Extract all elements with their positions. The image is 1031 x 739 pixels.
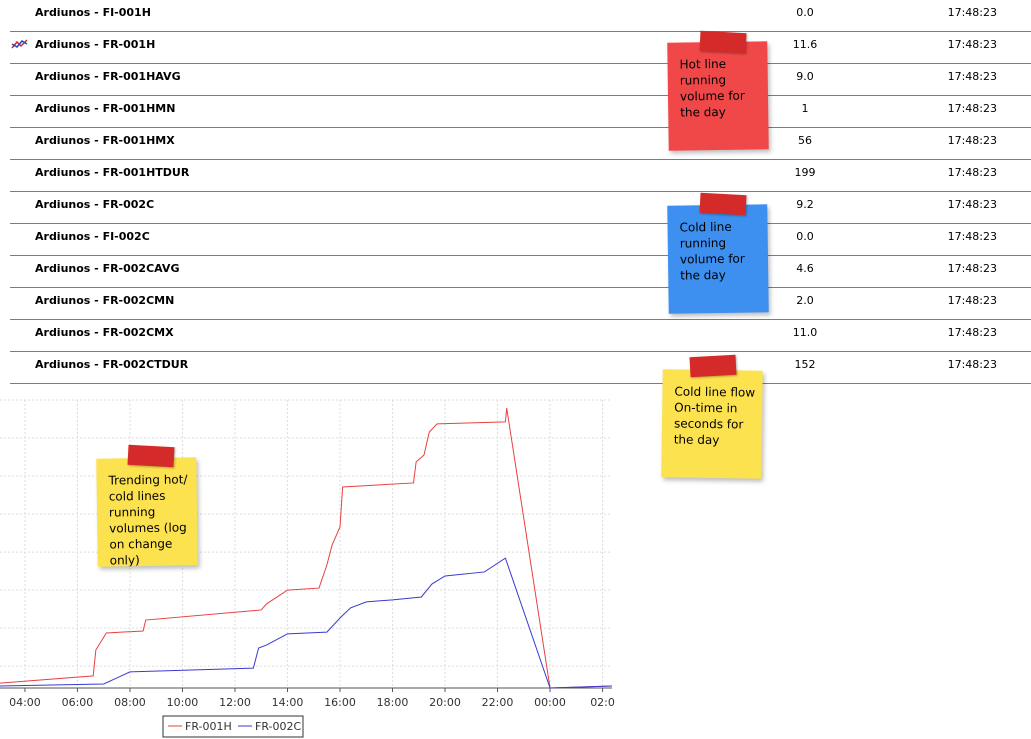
timestamp: 17:48:23 — [947, 230, 997, 243]
tag-name: Ardiunos - FR-001HTDUR — [35, 166, 190, 179]
timestamp: 17:48:23 — [947, 198, 997, 211]
trend-icon — [11, 39, 28, 49]
x-tick-label: 06:00 — [62, 696, 94, 709]
timestamp: 17:48:23 — [947, 358, 997, 371]
tag-value: 199 — [794, 166, 816, 179]
table-row: Ardiunos - FR-002C 9.2 17:48:23 — [10, 192, 1031, 224]
tag-name: Ardiunos - FR-002C — [35, 198, 155, 211]
timestamp: 17:48:23 — [947, 102, 997, 115]
x-tick-label: 20:00 — [429, 696, 461, 709]
tag-name: Ardiunos - FR-002CTDUR — [35, 358, 189, 371]
x-tick-label: 10:00 — [167, 696, 199, 709]
note-tape — [699, 192, 747, 216]
timestamp: 17:48:23 — [947, 134, 997, 147]
tag-value: 9.2 — [796, 198, 814, 211]
tag-value: 4.6 — [796, 262, 814, 275]
tag-value: 152 — [794, 358, 816, 371]
tag-name: Ardiunos - FR-002CMN — [35, 294, 175, 307]
tag-value: 9.0 — [796, 70, 814, 83]
tag-value: 56 — [798, 134, 812, 147]
icon-line — [11, 40, 28, 48]
x-tick-label: 18:00 — [377, 696, 409, 709]
sticky-note: Trending hot/ cold lines running volumes… — [96, 457, 198, 567]
series-line — [0, 557, 613, 689]
tag-value: 0.0 — [796, 6, 814, 19]
tag-name: Ardiunos - FR-002CMX — [35, 326, 174, 339]
table-row: Ardiunos - FR-002CMX 11.0 17:48:23 — [10, 320, 1031, 352]
tag-value: 2.0 — [796, 294, 814, 307]
table-row: Ardiunos - FI-002C 0.0 17:48:23 — [10, 224, 1031, 256]
sticky-note: Cold line flow On-time in seconds for th… — [661, 369, 763, 479]
x-tick-label: 00:00 — [534, 696, 566, 709]
timestamp: 17:48:23 — [947, 6, 997, 19]
timestamp: 17:48:23 — [947, 38, 997, 51]
table-row: Ardiunos - FR-001HTDUR 199 17:48:23 — [10, 160, 1031, 192]
tag-name: Ardiunos - FR-002CAVG — [35, 262, 180, 275]
tag-value: 1 — [801, 102, 809, 115]
tag-name: Ardiunos - FR-001HMN — [35, 102, 176, 115]
x-tick-label: 14:00 — [272, 696, 304, 709]
legend-label: FR-001H — [185, 720, 232, 733]
table-row: Ardiunos - FR-002CTDUR 152 17:48:23 — [10, 352, 1031, 384]
x-tick-label: 02:0 — [590, 696, 615, 709]
tag-name: Ardiunos - FI-002C — [35, 230, 150, 243]
timestamp: 17:48:23 — [947, 262, 997, 275]
table-row: Ardiunos - FI-001H 0.0 17:48:23 — [10, 0, 1031, 32]
x-tick-label: 12:00 — [219, 696, 251, 709]
x-tick-label: 16:00 — [324, 696, 356, 709]
timestamp: 17:48:23 — [947, 166, 997, 179]
table-row: Ardiunos - FR-001H 11.6 17:48:23 — [10, 32, 1031, 64]
table-row: Ardiunos - FR-002CAVG 4.6 17:48:23 — [10, 256, 1031, 288]
tag-name: Ardiunos - FI-001H — [35, 6, 151, 19]
tag-name: Ardiunos - FR-001HMX — [35, 134, 175, 147]
series-line — [0, 407, 613, 689]
table-row: Ardiunos - FR-001HMX 56 17:48:23 — [10, 128, 1031, 160]
note-tape — [699, 30, 747, 54]
legend — [162, 715, 304, 738]
tag-name: Ardiunos - FR-001H — [35, 38, 156, 51]
timestamp: 17:48:23 — [947, 70, 997, 83]
tag-name: Ardiunos - FR-001HAVG — [35, 70, 181, 83]
tag-value: 11.0 — [792, 326, 818, 339]
x-tick-label: 04:00 — [9, 696, 41, 709]
table-row: Ardiunos - FR-002CMN 2.0 17:48:23 — [10, 288, 1031, 320]
x-tick-label: 22:00 — [482, 696, 514, 709]
legend-label: FR-002C — [255, 720, 301, 733]
x-tick-label: 08:00 — [114, 696, 146, 709]
sticky-note: Hot line running volume for the day — [667, 41, 769, 151]
note-tape — [127, 444, 175, 468]
timestamp: 17:48:23 — [947, 294, 997, 307]
table-row: Ardiunos - FR-001HAVG 9.0 17:48:23 — [10, 64, 1031, 96]
table-row: Ardiunos - FR-001HMN 1 17:48:23 — [10, 96, 1031, 128]
note-tape — [689, 354, 737, 378]
tag-value: 11.6 — [792, 38, 818, 51]
sticky-note: Cold line running volume for the day — [667, 204, 769, 314]
timestamp: 17:48:23 — [947, 326, 997, 339]
tag-value: 0.0 — [796, 230, 814, 243]
